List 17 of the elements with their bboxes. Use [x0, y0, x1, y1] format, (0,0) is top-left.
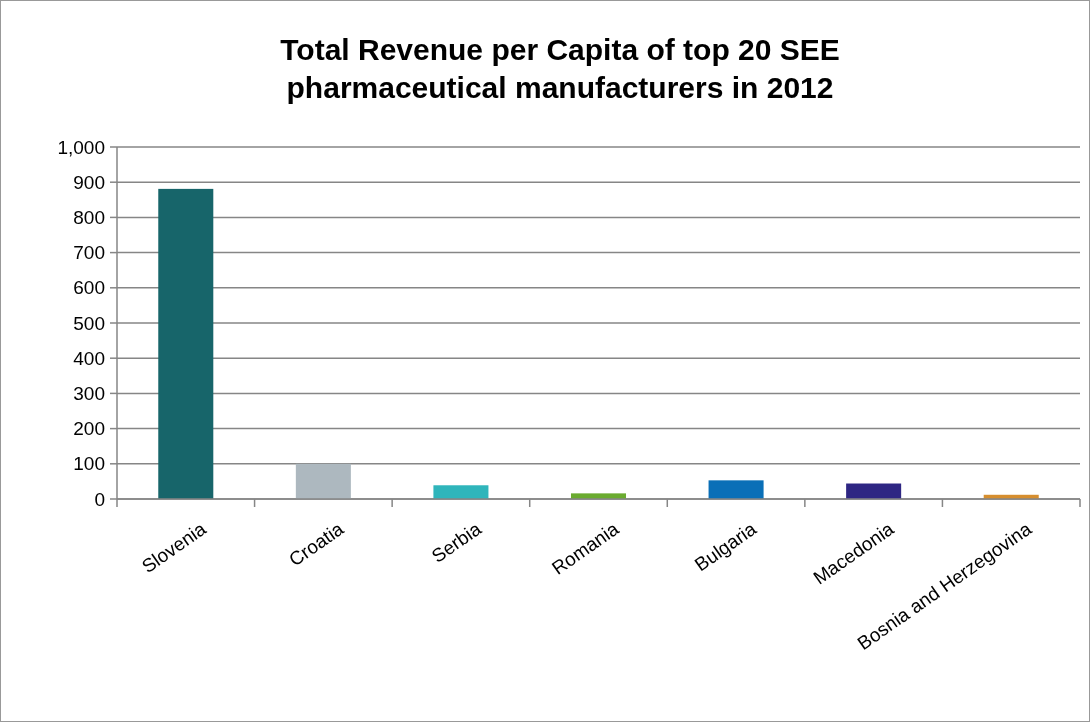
y-tick-label: 900 — [73, 171, 105, 193]
chart-title: Total Revenue per Capita of top 20 SEE pharmaceutical manufacturers in 2012 — [280, 33, 840, 104]
bar — [708, 480, 764, 499]
y-tick-label: 100 — [73, 453, 105, 475]
y-tick-label: 700 — [73, 242, 105, 264]
y-tick-label: 1,000 — [57, 136, 105, 158]
y-tick-label: 600 — [73, 277, 105, 299]
y-tick-label: 0 — [94, 488, 105, 510]
bar — [846, 483, 902, 499]
y-tick-label: 400 — [73, 347, 105, 369]
bar — [295, 463, 351, 499]
bar — [433, 485, 489, 499]
y-tick-label: 500 — [73, 312, 105, 334]
bar — [158, 188, 214, 499]
y-tick-label: 300 — [73, 383, 105, 405]
y-tick-label: 200 — [73, 418, 105, 440]
y-tick-label: 800 — [73, 207, 105, 229]
